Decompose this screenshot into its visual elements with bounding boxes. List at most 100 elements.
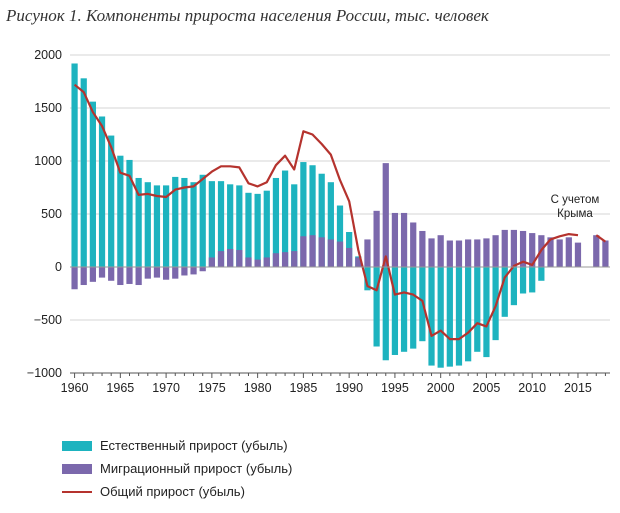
bar-natural bbox=[126, 159, 133, 267]
bar-migration bbox=[89, 267, 96, 282]
bar-natural bbox=[300, 162, 307, 267]
bar-migration bbox=[400, 212, 408, 267]
bar-migration bbox=[529, 233, 536, 267]
annotation-crimea: С учетом bbox=[551, 194, 600, 206]
x-tick-label: 2015 bbox=[564, 381, 592, 395]
total-growth-line bbox=[73, 83, 579, 341]
x-tick-label: 2005 bbox=[473, 381, 501, 395]
legend-label-total: Общий прирост (убыль) bbox=[100, 484, 245, 499]
bar-natural bbox=[474, 267, 481, 352]
legend-item-migration: Миграционный прирост (убыль) bbox=[62, 457, 292, 480]
bar-migration bbox=[565, 237, 572, 267]
bar-natural bbox=[437, 267, 444, 368]
bar-natural bbox=[291, 184, 298, 267]
bar-migration bbox=[474, 239, 481, 267]
legend-label-natural: Естественный прирост (убыль) bbox=[100, 438, 288, 453]
bar-natural bbox=[236, 185, 243, 267]
bar-natural bbox=[501, 267, 508, 317]
bar-migration bbox=[80, 267, 87, 286]
legend-swatch-natural bbox=[62, 440, 92, 451]
bar-natural bbox=[98, 116, 106, 267]
bar-migration bbox=[410, 222, 417, 267]
bar-migration bbox=[556, 239, 563, 267]
bar-migration bbox=[208, 257, 215, 267]
bar-migration bbox=[309, 235, 316, 267]
annotation-crimea: Крыма bbox=[557, 208, 593, 220]
bar-migration bbox=[419, 230, 426, 267]
bar-natural bbox=[538, 267, 545, 281]
bar-natural bbox=[391, 267, 399, 355]
bar-migration bbox=[455, 240, 463, 267]
legend-item-natural: Естественный прирост (убыль) bbox=[62, 434, 292, 457]
bar-natural bbox=[153, 185, 161, 267]
bar-migration bbox=[98, 267, 106, 278]
x-tick-label: 2010 bbox=[518, 381, 546, 395]
bar-migration bbox=[144, 267, 151, 279]
bar-migration bbox=[190, 267, 197, 275]
bar-natural bbox=[336, 205, 344, 267]
y-tick-label: 0 bbox=[55, 260, 62, 274]
bar-natural bbox=[309, 165, 316, 267]
bar-migration bbox=[254, 259, 261, 267]
legend: Естественный прирост (убыль) Миграционны… bbox=[62, 434, 292, 503]
bar-natural bbox=[373, 267, 380, 347]
x-tick-label: 1960 bbox=[61, 381, 89, 395]
bar-migration bbox=[574, 242, 582, 267]
bar-natural bbox=[529, 267, 536, 293]
bar-migration bbox=[327, 239, 334, 267]
total-growth-line bbox=[595, 234, 607, 243]
bar-migration bbox=[153, 267, 161, 278]
bar-natural bbox=[245, 192, 252, 267]
bar-migration bbox=[199, 267, 206, 272]
bar-natural bbox=[172, 176, 179, 267]
bar-natural bbox=[410, 267, 417, 349]
bar-migration bbox=[71, 267, 78, 290]
legend-item-total: Общий прирост (убыль) bbox=[62, 480, 292, 503]
bar-migration bbox=[135, 267, 142, 286]
bar-migration bbox=[519, 230, 527, 267]
bar-migration bbox=[428, 238, 435, 267]
bar-natural bbox=[217, 181, 225, 267]
bar-natural bbox=[80, 78, 87, 267]
bar-migration bbox=[281, 252, 289, 267]
bar-migration bbox=[181, 267, 188, 276]
bar-natural bbox=[208, 181, 215, 267]
y-tick-label: 1500 bbox=[34, 101, 62, 115]
x-tick-label: 1965 bbox=[106, 381, 134, 395]
bar-natural bbox=[181, 177, 188, 267]
bar-natural bbox=[428, 267, 435, 366]
bar-natural bbox=[519, 267, 527, 294]
legend-swatch-migration bbox=[62, 463, 92, 474]
chart-title: Рисунок 1. Компоненты прироста населения… bbox=[6, 6, 489, 25]
bar-natural bbox=[272, 177, 280, 267]
y-tick-label: 500 bbox=[41, 207, 62, 221]
bar-migration bbox=[446, 240, 453, 267]
bar-migration bbox=[318, 237, 325, 267]
bar-migration bbox=[391, 212, 399, 267]
bar-natural bbox=[382, 267, 389, 361]
bar-migration bbox=[336, 241, 344, 267]
bar-migration bbox=[217, 251, 225, 267]
x-tick-label: 1995 bbox=[381, 381, 409, 395]
bar-natural bbox=[108, 135, 115, 267]
bar-migration bbox=[126, 267, 133, 284]
bar-natural bbox=[263, 190, 270, 267]
bar-migration bbox=[501, 229, 508, 267]
y-tick-label: 1000 bbox=[34, 154, 62, 168]
y-tick-label: −500 bbox=[34, 313, 62, 327]
bar-natural bbox=[327, 182, 334, 267]
legend-label-migration: Миграционный прирост (убыль) bbox=[100, 461, 293, 476]
bar-natural bbox=[364, 267, 371, 291]
bar-natural bbox=[465, 267, 472, 362]
bar-migration bbox=[227, 248, 234, 267]
bar-migration bbox=[263, 257, 270, 267]
bar-natural bbox=[281, 170, 289, 267]
bar-natural bbox=[89, 101, 96, 267]
x-tick-label: 1980 bbox=[244, 381, 272, 395]
y-tick-label: −1000 bbox=[27, 366, 62, 380]
bar-migration bbox=[162, 267, 170, 280]
bar-natural bbox=[135, 177, 142, 267]
x-tick-label: 1970 bbox=[152, 381, 180, 395]
bar-migration bbox=[355, 257, 362, 267]
